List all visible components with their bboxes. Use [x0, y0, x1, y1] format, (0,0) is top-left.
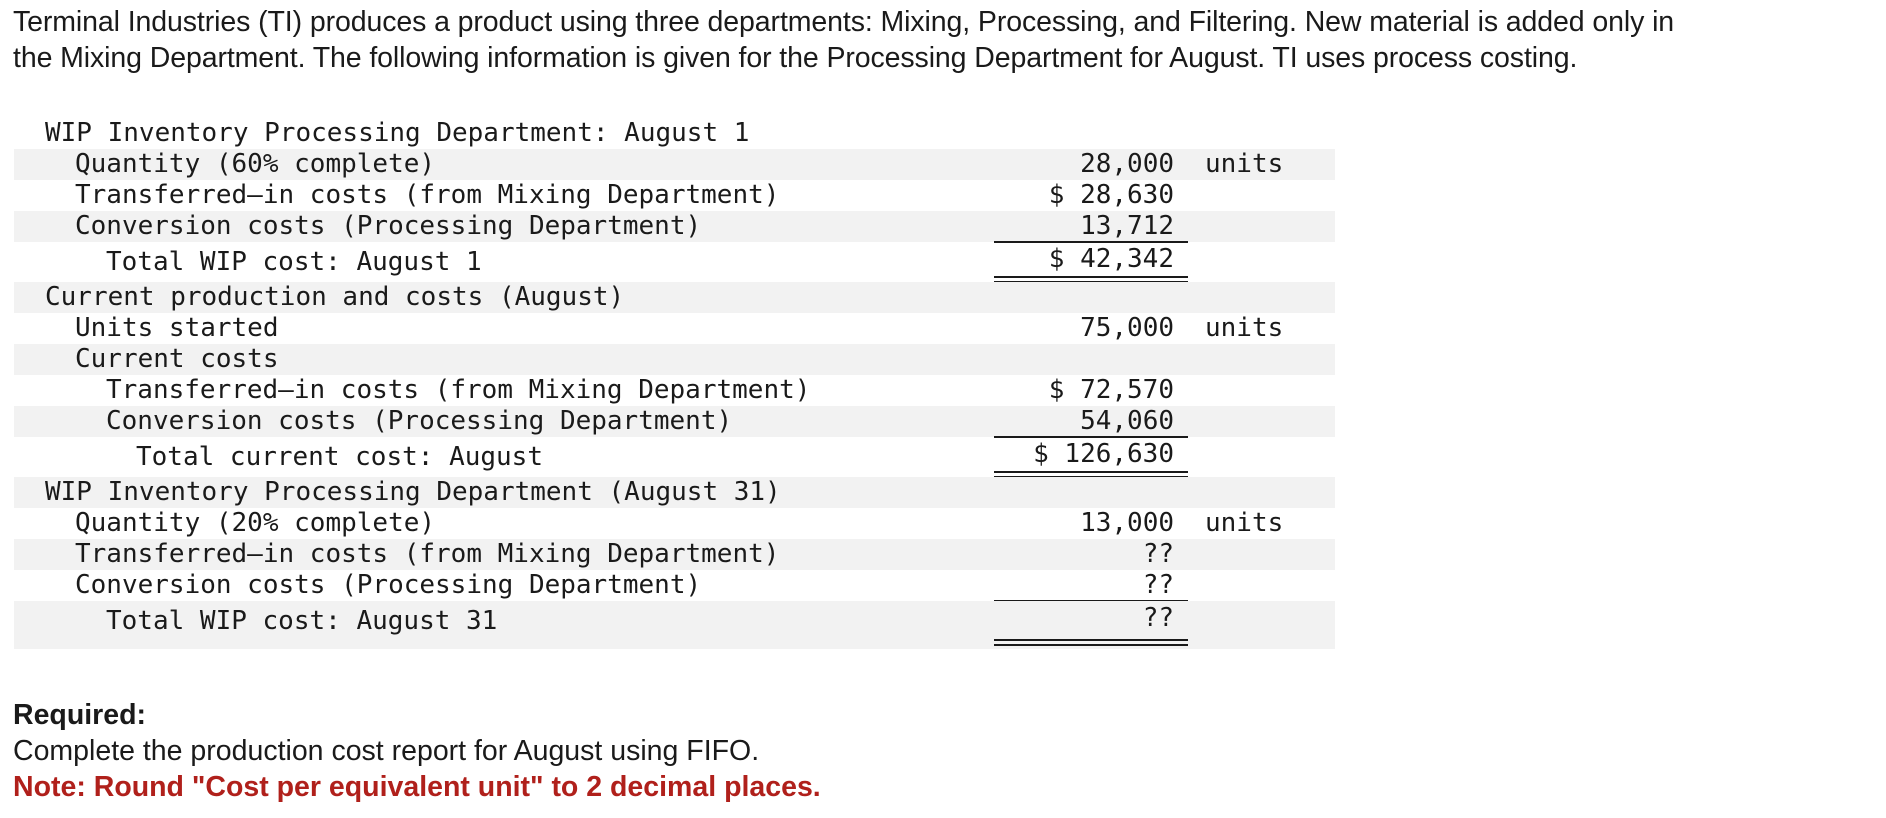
ending-total-value: ??: [1142, 603, 1174, 633]
ending-quantity-value: 13,000: [1080, 508, 1174, 538]
ending-transferred-in-value: ??: [1142, 539, 1174, 569]
table-row: Total WIP cost: August 1 $ 42,342: [14, 242, 1335, 283]
table-row: WIP Inventory Processing Department: Aug…: [14, 118, 1335, 149]
subtotal-underline: [994, 241, 1188, 243]
current-conversion-label: Conversion costs (Processing Department): [106, 406, 733, 436]
problem-statement: Terminal Industries (TI) produces a prod…: [13, 4, 1873, 76]
table-row: Transferred–in costs (from Mixing Depart…: [14, 539, 1335, 570]
table-row: Current costs: [14, 344, 1335, 375]
required-heading: Required:: [13, 699, 147, 731]
total-double-underline: [994, 639, 1188, 646]
beginning-transferred-in-label: Transferred–in costs (from Mixing Depart…: [75, 180, 780, 210]
table-row: Transferred–in costs (from Mixing Depart…: [14, 375, 1335, 406]
table-row: Units started 75,000 units: [14, 313, 1335, 344]
table-row: Transferred–in costs (from Mixing Depart…: [14, 180, 1335, 211]
current-costs-heading: Current costs: [75, 344, 279, 374]
beginning-conversion-label: Conversion costs (Processing Department): [75, 211, 702, 241]
subtotal-underline: [994, 436, 1188, 438]
units-started-label: Units started: [75, 313, 279, 343]
current-conversion-value: 54,060: [1080, 406, 1174, 436]
units-started-value: 75,000: [1080, 313, 1174, 343]
ending-quantity-label: Quantity (20% complete): [75, 508, 436, 538]
ending-total-label: Total WIP cost: August 31: [106, 606, 498, 636]
required-instruction: Complete the production cost report for …: [13, 735, 760, 767]
table-row: Current production and costs (August): [14, 282, 1335, 313]
table-row: Conversion costs (Processing Department)…: [14, 211, 1335, 243]
table-row: WIP Inventory Processing Department (Aug…: [14, 477, 1335, 508]
beginning-total-value: $ 42,342: [1048, 244, 1174, 274]
table-row: Total WIP cost: August 31 ??: [14, 601, 1335, 649]
processing-department-data-table: WIP Inventory Processing Department: Aug…: [14, 118, 1335, 649]
ending-quantity-unit: units: [1205, 508, 1284, 538]
beginning-transferred-in-value: $ 28,630: [1048, 180, 1174, 210]
ending-wip-heading: WIP Inventory Processing Department (Aug…: [45, 477, 781, 507]
beginning-quantity-unit: units: [1205, 149, 1284, 179]
ending-conversion-label: Conversion costs (Processing Department): [75, 570, 702, 600]
table-row: Quantity (20% complete) 13,000 units: [14, 508, 1335, 539]
table-row: Conversion costs (Processing Department)…: [14, 406, 1335, 438]
beginning-quantity-value: 28,000: [1080, 149, 1174, 179]
ending-conversion-value: ??: [1142, 570, 1174, 600]
problem-statement-line-2: the Mixing Department. The following inf…: [13, 42, 1578, 74]
beginning-conversion-value: 13,712: [1080, 211, 1174, 241]
table-row: Quantity (60% complete) 28,000 units: [14, 149, 1335, 180]
units-started-unit: units: [1205, 313, 1284, 343]
current-total-label: Total current cost: August: [136, 442, 543, 472]
beginning-quantity-label: Quantity (60% complete): [75, 149, 436, 179]
current-total-value: $ 126,630: [1033, 439, 1174, 469]
table-row: Conversion costs (Processing Department)…: [14, 570, 1335, 602]
rounding-note: Note: Round "Cost per equivalent unit" t…: [13, 771, 821, 803]
current-transferred-in-label: Transferred–in costs (from Mixing Depart…: [106, 375, 811, 405]
current-transferred-in-value: $ 72,570: [1048, 375, 1174, 405]
required-section: Required: Complete the production cost r…: [13, 697, 821, 805]
ending-transferred-in-label: Transferred–in costs (from Mixing Depart…: [75, 539, 780, 569]
table-row: Total current cost: August $ 126,630: [14, 437, 1335, 478]
problem-statement-line-1: Terminal Industries (TI) produces a prod…: [13, 6, 1675, 38]
beginning-wip-heading: WIP Inventory Processing Department: Aug…: [45, 118, 750, 148]
beginning-total-label: Total WIP cost: August 1: [106, 247, 482, 277]
current-production-heading: Current production and costs (August): [45, 282, 625, 312]
